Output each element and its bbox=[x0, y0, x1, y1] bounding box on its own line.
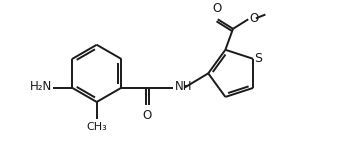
Text: O: O bbox=[212, 2, 221, 14]
Text: H₂N: H₂N bbox=[30, 80, 52, 93]
Text: O: O bbox=[249, 12, 258, 25]
Text: S: S bbox=[254, 52, 262, 65]
Text: NH: NH bbox=[175, 80, 193, 93]
Text: O: O bbox=[142, 109, 152, 122]
Text: CH₃: CH₃ bbox=[86, 122, 107, 132]
